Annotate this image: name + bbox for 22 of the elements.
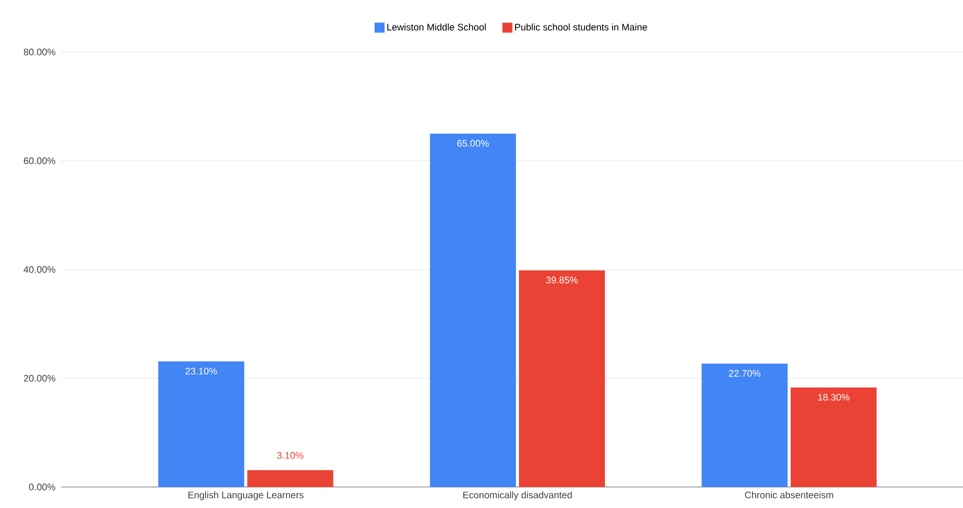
x-tick-label: Chronic absenteeism <box>744 491 834 498</box>
data-label: 39.85% <box>546 276 578 284</box>
data-label: 22.70% <box>729 370 760 377</box>
bar <box>247 470 334 487</box>
x-tick-label: Economically disadvanted <box>463 491 572 500</box>
bar <box>790 387 877 487</box>
x-tick-label: English Language Learners <box>188 491 304 500</box>
bar <box>518 270 605 487</box>
y-tick-label: 0.00% <box>29 484 56 490</box>
y-tick-label: 20.00% <box>24 374 56 382</box>
legend-label: Lewiston Middle School <box>387 24 486 30</box>
data-label: 23.10% <box>186 368 218 374</box>
y-tick-label: 80.00% <box>24 48 56 56</box>
y-tick-label: 40.00% <box>24 266 56 273</box>
y-tick-label: 60.00% <box>24 157 56 164</box>
bar <box>702 364 788 487</box>
data-label: 3.10% <box>277 452 304 459</box>
bar <box>158 361 244 487</box>
data-label: 65.00% <box>457 140 489 147</box>
legend-label: Public school students in Maine <box>515 24 647 30</box>
bar <box>430 134 516 487</box>
data-label: 18.30% <box>818 394 850 401</box>
